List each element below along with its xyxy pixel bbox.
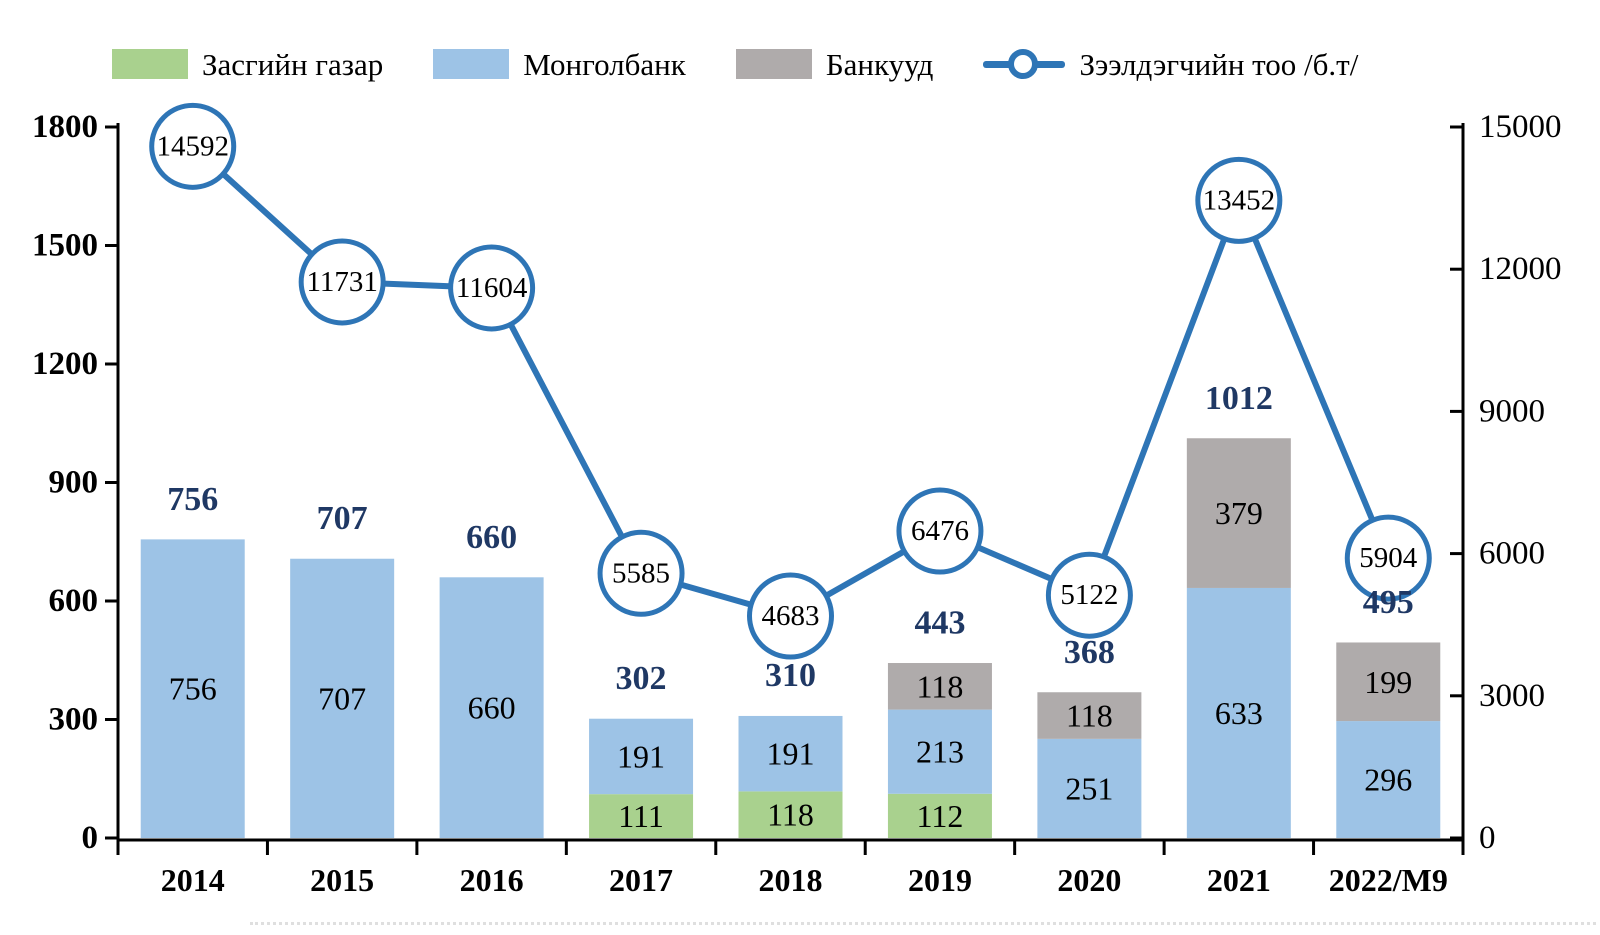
legend-swatch-gray-icon <box>735 49 812 79</box>
legend-circle-marker-icon <box>1008 49 1039 79</box>
legend-label-borrowers: Зээлдэгчийн тоо /б.т/ <box>1079 46 1359 82</box>
left-axis-tick-label: 0 <box>82 820 99 856</box>
x-axis-category-label: 2020 <box>1057 862 1121 898</box>
left-axis-tick-label: 300 <box>49 702 99 738</box>
x-axis-category-label: 2019 <box>908 862 972 898</box>
x-axis-category-label: 2022/M9 <box>1329 862 1448 898</box>
bar-segment <box>140 539 245 838</box>
x-axis-category-label: 2018 <box>759 862 823 898</box>
bar-segment <box>1336 642 1441 722</box>
chart-legend: Засгийн газар Монголбанк Банкууд Зээлдэг… <box>112 48 1358 80</box>
bar-total-label: 495 <box>1363 584 1414 621</box>
bar-segment-label: 707 <box>318 680 366 716</box>
cropped-text-artifact <box>250 922 1596 925</box>
bar-segment-label: 118 <box>767 797 814 833</box>
bar-segment-label: 660 <box>468 690 516 726</box>
legend-item-zasgiin-gazar: Засгийн газар <box>112 49 383 80</box>
bar-total-label: 1012 <box>1205 380 1273 417</box>
bar-segment-label: 213 <box>916 734 964 770</box>
legend-line-marker-icon <box>983 48 1066 80</box>
x-axis-category-label: 2014 <box>161 862 225 898</box>
bar-segment-label: 191 <box>617 738 665 774</box>
right-axis-tick-label: 12000 <box>1479 251 1562 287</box>
bar-total-label: 368 <box>1064 634 1115 671</box>
bar-segment <box>589 794 694 838</box>
line-marker-value: 5585 <box>612 557 670 589</box>
bar-segment-label: 251 <box>1065 770 1113 806</box>
bar-segment <box>738 791 843 838</box>
bar-segment <box>1037 738 1142 838</box>
bar-segment-label: 118 <box>1066 698 1113 734</box>
bar-segment <box>887 793 992 838</box>
line-marker-value: 11604 <box>456 272 528 304</box>
line-marker-circle <box>1344 514 1432 602</box>
legend-item-mongolbank: Монголбанк <box>433 49 686 80</box>
line-marker-circle <box>1195 156 1283 244</box>
x-axis-category-label: 2015 <box>310 862 374 898</box>
bar-segment-label: 296 <box>1364 762 1412 798</box>
legend-item-borrowers-line: Зээлдэгчийн тоо /б.т/ <box>983 48 1358 80</box>
left-axis-tick-label: 1500 <box>32 228 98 264</box>
bar-segment <box>1186 587 1291 838</box>
line-marker-value: 5122 <box>1060 579 1118 611</box>
legend-label-bankuud: Банкууд <box>825 46 934 82</box>
line-marker-value: 6476 <box>911 515 969 547</box>
bar-segment <box>1186 438 1291 588</box>
right-axis-tick-label: 3000 <box>1479 678 1545 714</box>
bar-segment <box>887 663 992 710</box>
line-marker-circle <box>149 102 237 190</box>
right-axis-tick-label: 9000 <box>1479 393 1545 429</box>
bar-segment-label: 112 <box>917 798 964 834</box>
line-marker-value: 4683 <box>762 600 820 632</box>
line-marker-circle <box>597 529 685 617</box>
right-axis-tick-label: 0 <box>1479 820 1496 856</box>
line-marker-circle <box>896 487 984 575</box>
line-marker-circle <box>1045 551 1133 639</box>
bar-total-label: 310 <box>765 657 816 694</box>
x-axis-category-label: 2021 <box>1207 862 1271 898</box>
bar-segment-label: 633 <box>1215 695 1263 731</box>
bar-segment-label: 118 <box>917 668 964 704</box>
left-axis-tick-label: 600 <box>49 583 99 619</box>
right-axis-tick-label: 15000 <box>1479 109 1562 145</box>
bar-segment-label: 199 <box>1364 664 1412 700</box>
bar-segment <box>589 718 694 795</box>
bar-segment-label: 756 <box>169 671 217 707</box>
line-marker-value: 14592 <box>156 130 229 162</box>
right-axis-tick-label: 6000 <box>1479 536 1545 572</box>
left-axis-tick-label: 1800 <box>32 109 98 145</box>
line-marker-value: 11731 <box>306 266 377 298</box>
bar-segment <box>290 558 395 838</box>
legend-swatch-green-icon <box>112 49 188 79</box>
bar-segment <box>439 577 544 838</box>
bar-segment <box>1336 721 1441 838</box>
bar-total-label: 756 <box>167 481 218 518</box>
x-axis-category-label: 2016 <box>460 862 524 898</box>
line-marker-circle <box>298 238 386 326</box>
line-marker-value: 5904 <box>1359 542 1418 574</box>
bar-segment-label: 111 <box>618 798 664 834</box>
bar-total-label: 443 <box>914 605 965 642</box>
line-marker-circle <box>448 244 536 332</box>
bar-segment <box>887 709 992 794</box>
line-marker-value: 13452 <box>1203 184 1276 216</box>
legend-item-bankuud: Банкууд <box>735 46 934 82</box>
line-marker-circle <box>747 572 834 660</box>
bar-total-label: 660 <box>466 519 517 556</box>
bar-segment-label: 191 <box>767 736 815 772</box>
left-axis-tick-label: 1200 <box>32 346 98 382</box>
legend-label-mongolbank: Монголбанк <box>523 46 686 82</box>
left-axis-tick-label: 900 <box>49 465 99 501</box>
legend-label-zasgiin-gazar: Засгийн газар <box>202 46 384 82</box>
bar-segment-label: 379 <box>1215 495 1263 531</box>
bar-segment <box>1037 692 1142 739</box>
bar-segment <box>738 715 843 792</box>
legend-swatch-blue-icon <box>433 49 510 79</box>
x-axis-category-label: 2017 <box>609 862 673 898</box>
bar-total-label: 302 <box>616 660 667 697</box>
bar-total-label: 707 <box>317 500 368 537</box>
